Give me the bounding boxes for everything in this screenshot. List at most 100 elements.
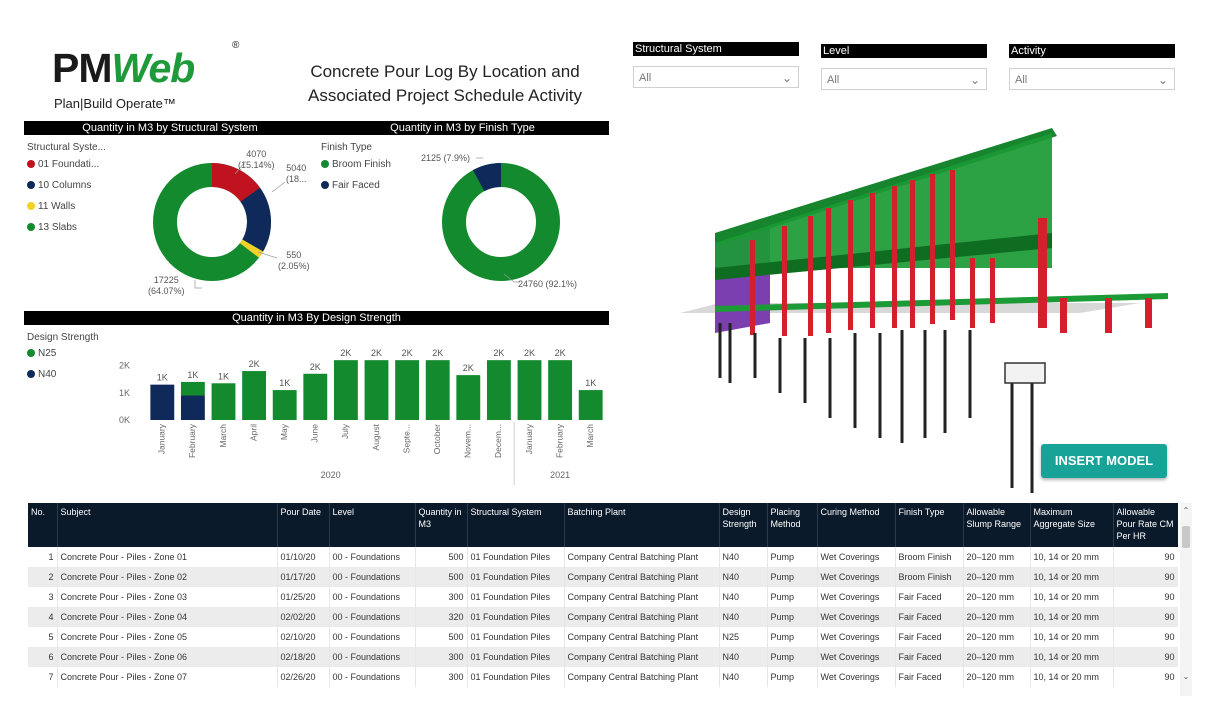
column-header[interactable]: Maximum Aggregate Size [1030,503,1114,547]
pour-log-table[interactable]: No. Subject Pour Date Level Quantity in … [28,503,1178,696]
visual-header-finish-type: Quantity in M3 by Finish Type [316,121,609,135]
table-cell: Broom Finish [895,567,964,587]
table-row[interactable]: 2 Concrete Pour - Piles - Zone 02 01/17/20… [28,567,1178,587]
table-cell: 00 - Foundations [329,567,416,587]
bar-n25[interactable] [180,381,205,396]
table-cell: Fair Faced [895,587,964,607]
legend-item[interactable]: 01 Foundati... [27,157,99,173]
pmweb-logo: PMWeb [52,44,195,92]
table-cell: 02/10/20 [277,627,330,647]
column-header[interactable]: No. [28,503,58,547]
donut-chart-structural-system[interactable] [150,160,274,284]
bar-n25[interactable] [303,373,328,420]
column-header[interactable]: Level [329,503,416,547]
slicer-value: All [639,72,652,84]
bar-n25[interactable] [425,360,450,420]
table-scrollbar[interactable] [1180,503,1192,696]
bar-n40[interactable] [180,395,205,420]
column-header[interactable]: Placing Method [767,503,818,547]
bar-data-label: 2K [432,348,443,358]
column-header[interactable]: Batching Plant [564,503,720,547]
table-cell: Pump [767,547,818,567]
table-row[interactable]: 7 Concrete Pour - Piles - Zone 07 02/26/20… [28,667,1178,687]
bar-data-label: 2K [310,362,321,372]
legend-item[interactable]: 10 Columns [27,178,99,194]
donut-chart-finish-type[interactable] [439,160,563,284]
table-cell: 90 [1113,627,1178,647]
column-header[interactable]: Quantity in M3 [415,503,468,547]
bar-n25[interactable] [395,360,420,420]
slicer-dropdown[interactable]: All ⌄ [821,68,987,90]
bar-n40[interactable] [150,384,175,420]
table-cell: N40 [719,587,768,607]
column-header[interactable]: Allowable Pour Rate CM Per HR [1113,503,1178,547]
table-row[interactable]: 5 Concrete Pour - Piles - Zone 05 02/10/20… [28,627,1178,647]
bar-n25[interactable] [486,360,511,420]
slicer-dropdown[interactable]: All ⌄ [1009,68,1175,90]
scrollbar-thumb[interactable] [1182,526,1190,548]
bar-n25[interactable] [242,371,267,420]
column-header[interactable]: Subject [57,503,278,547]
bar-n25[interactable] [333,360,358,420]
legend-item[interactable]: 13 Slabs [27,220,99,236]
slicer-dropdown[interactable]: All ⌄ [633,66,799,88]
slicer-level[interactable]: Level All ⌄ [821,44,987,90]
table-cell: 01 Foundation Piles [467,647,565,667]
column-header[interactable]: Pour Date [277,503,330,547]
column-header[interactable]: Design Strength [719,503,768,547]
bar-n25[interactable] [364,360,389,420]
label-pct: (18... [286,174,307,184]
table-cell: 02/26/20 [277,667,330,687]
column-header[interactable]: Structural System [467,503,565,547]
table-cell: Pump [767,627,818,647]
legend-item[interactable]: 11 Walls [27,199,99,215]
x-group-label: 2020 [321,470,341,480]
legend-item[interactable]: N40 [27,367,56,383]
table-row[interactable]: 6 Concrete Pour - Piles - Zone 06 02/18/20… [28,647,1178,667]
table-cell: Wet Coverings [817,647,896,667]
x-tick-label: February [187,423,197,458]
building-3d-model-view[interactable] [640,108,1200,498]
legend-design-strength: N25 N40 [27,346,56,383]
bar-n25[interactable] [211,383,236,420]
table-cell: Company Central Batching Plant [564,667,720,687]
bar-n25[interactable] [548,360,573,420]
scroll-down-icon[interactable]: ⌄ [1182,672,1190,681]
slicer-activity[interactable]: Activity All ⌄ [1009,44,1175,90]
bar-n25[interactable] [272,390,297,420]
insert-model-button[interactable]: INSERT MODEL [1041,444,1167,478]
bar-data-label: 1K [279,378,290,388]
table-cell: 01 Foundation Piles [467,567,565,587]
table-cell: 00 - Foundations [329,667,416,687]
legend-title: Design Strength [27,332,99,343]
column-header[interactable]: Curing Method [817,503,896,547]
model-piles [718,323,1034,493]
table-cell: N40 [719,607,768,627]
x-tick-label: March [218,424,228,448]
table-cell: 00 - Foundations [329,547,416,567]
legend-item[interactable]: Fair Faced [321,178,391,194]
chevron-down-icon: ⌄ [969,73,980,87]
table-row[interactable]: 3 Concrete Pour - Piles - Zone 03 01/25/20… [28,587,1178,607]
bar-n25[interactable] [578,390,603,420]
legend-item[interactable]: N25 [27,346,56,362]
table-cell: Concrete Pour - Piles - Zone 06 [57,647,278,667]
table-cell: Wet Coverings [817,547,896,567]
scroll-up-icon[interactable]: ⌃ [1182,506,1190,515]
slicer-structural-system[interactable]: Structural System All ⌄ [633,42,799,88]
column-header[interactable]: Finish Type [895,503,964,547]
bar-chart-design-strength[interactable]: 2K 1K 0K 1K January 1K February 1K March 2K April 1… [112,340,612,490]
donut-slice-foundation[interactable] [153,163,271,281]
table-cell: Company Central Batching Plant [564,627,720,647]
bar-n25[interactable] [517,360,542,420]
table-row[interactable]: 4 Concrete Pour - Piles - Zone 04 02/02/20… [28,607,1178,627]
bar-data-label: 2K [371,348,382,358]
table-cell: Pump [767,567,818,587]
bar-data-label: 1K [157,373,168,383]
donut-label-broom-finish: 24760 (92.1%) [518,279,578,289]
bar-n25[interactable] [456,375,481,420]
legend-item[interactable]: Broom Finish [321,157,391,173]
column-header[interactable]: Allowable Slump Range [963,503,1031,547]
table-row[interactable]: 1 Concrete Pour - Piles - Zone 01 01/10/20… [28,547,1178,567]
table-header-row: No. Subject Pour Date Level Quantity in … [28,503,1178,547]
